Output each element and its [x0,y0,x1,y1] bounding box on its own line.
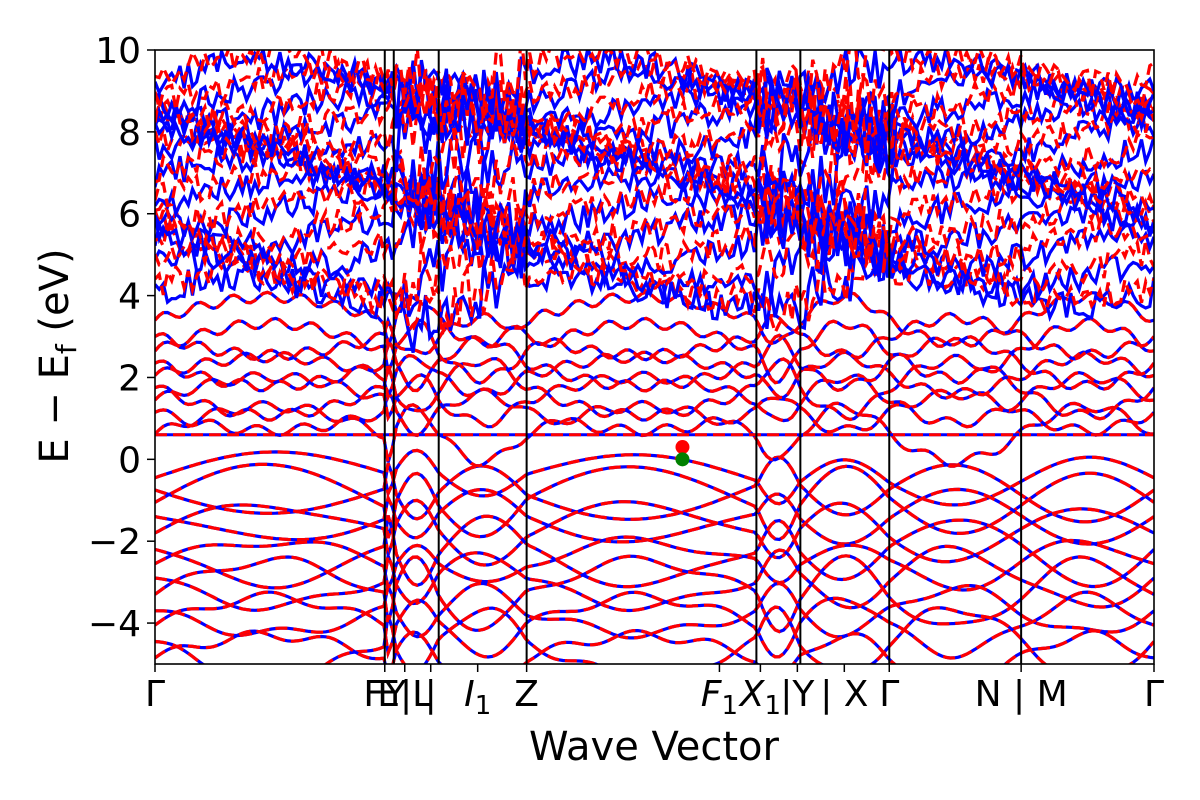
conduction-band-0-dashed [155,399,1154,468]
valence-band-2-dashed [155,462,1154,542]
conduction-band-1-solid [155,387,1154,438]
x-tick-label-11: N | M [975,674,1068,715]
conduction-band-8-dashed [155,290,1154,353]
valence-band-9-dashed [155,580,1154,640]
band-edge-marker-1 [675,452,690,467]
valence-band-0-solid [155,448,1154,507]
x-tick-label-4: I1 [464,674,491,721]
conduction-band-7-dashed [155,311,1154,362]
valence-band-3-dashed [155,487,1154,546]
band-edge-marker-0 [675,440,690,455]
valence-band-5-solid [155,514,1154,590]
x-tick-label-5: Z [514,674,539,715]
y-tick-label-2: 6 [118,195,141,236]
valence-band-7-dashed [155,544,1154,613]
high-band-12-solid [155,50,1154,142]
high-band-7-dashed [155,88,1154,203]
valence-band-0-dashed [155,448,1154,507]
x-tick-label-6: F1 [701,674,738,721]
conduction-band-6-dashed [155,316,1154,385]
valence-band-6-dashed [155,535,1154,594]
y-axis-title: E − Ef (eV) [32,248,83,463]
high-band-10-solid [155,59,1154,169]
high-band-2-dashed [155,182,1154,278]
x-tick-label-2: E|L [377,674,432,715]
plot-frame [154,49,1155,665]
y-tick-label-7: −4 [88,604,141,645]
x-tick-label-3: | [425,674,437,715]
x-tick-label-1: FY [363,674,407,715]
high-band-3-dashed [155,162,1154,270]
conduction-band-1-dashed [155,387,1154,438]
high-band-12-dashed [155,50,1154,137]
valence-band-4-dashed [155,498,1154,567]
y-tick-label-6: −2 [88,522,141,563]
conduction-band-2-solid [155,370,1154,429]
valence-band-12-solid [155,629,1154,664]
conduction-band-3-dashed [155,353,1154,422]
y-tick-label-1: 8 [118,113,141,154]
high-band-9-dashed [155,61,1154,169]
conduction-band-5-dashed [155,333,1154,393]
valence-band-11-solid [155,605,1154,664]
conduction-band-2-dashed [155,370,1154,429]
valence-band-8-solid [155,554,1154,634]
x-tick-label-8: |Y [780,674,815,715]
x-tick-label-12: Γ [1144,674,1164,715]
x-axis-title: Wave Vector [529,724,780,770]
high-band-4-dashed [155,148,1154,270]
x-tick-label-7: X1 [738,674,781,721]
valence-band-11-dashed [155,605,1154,664]
conduction-band-4-dashed [155,350,1154,402]
y-tick-label-0: 10 [95,31,141,72]
valence-band-10-dashed [155,590,1154,660]
valence-band-5-dashed [155,514,1154,590]
plot-area [155,50,1154,664]
high-band-10-dashed [155,50,1154,166]
y-tick-label-3: 4 [118,277,141,318]
x-tick-label-9: | X [820,674,868,715]
x-tick-label-0: Γ [145,674,165,715]
y-tick-label-4: 2 [118,358,141,399]
y-tick-label-5: 0 [118,440,141,481]
valence-band-1-dashed [155,455,1154,524]
valence-band-8-dashed [155,554,1154,634]
high-band-1-dashed [155,203,1154,321]
x-tick-label-10: Γ [879,674,899,715]
valence-band-2-solid [155,462,1154,542]
